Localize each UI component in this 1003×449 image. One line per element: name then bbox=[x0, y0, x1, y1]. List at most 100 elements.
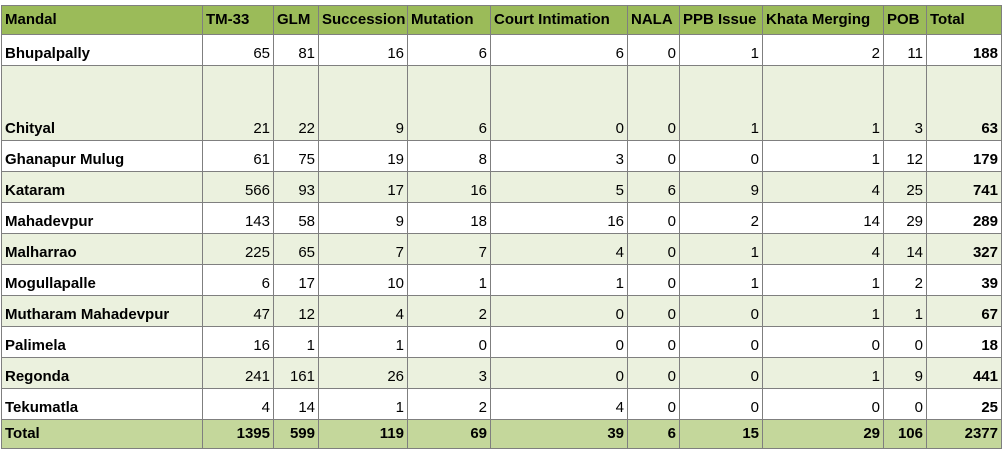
totals-cell: 69 bbox=[407, 419, 491, 449]
value-cell: 0 bbox=[627, 140, 680, 172]
totals-cell: 6 bbox=[627, 419, 680, 449]
table-row: Ghanapur Mulug 61 75 19 8 3 0 0 1 12 179 bbox=[1, 140, 1002, 172]
value-cell: 2 bbox=[762, 34, 884, 66]
value-cell: 65 bbox=[202, 34, 274, 66]
column-header: Court Intimation bbox=[490, 5, 628, 35]
value-cell: 6 bbox=[407, 34, 491, 66]
row-total-cell: 25 bbox=[926, 388, 1002, 420]
column-header: NALA bbox=[627, 5, 680, 35]
value-cell: 4 bbox=[490, 233, 628, 265]
value-cell: 0 bbox=[883, 326, 927, 358]
value-cell: 93 bbox=[273, 171, 319, 203]
value-cell: 1 bbox=[883, 295, 927, 327]
value-cell: 58 bbox=[273, 202, 319, 234]
value-cell: 0 bbox=[490, 326, 628, 358]
value-cell: 1 bbox=[407, 264, 491, 296]
row-total-cell: 67 bbox=[926, 295, 1002, 327]
value-cell: 0 bbox=[679, 388, 763, 420]
mandal-name-cell: Kataram bbox=[1, 171, 203, 203]
value-cell: 0 bbox=[627, 202, 680, 234]
value-cell: 7 bbox=[407, 233, 491, 265]
value-cell: 18 bbox=[407, 202, 491, 234]
value-cell: 12 bbox=[273, 295, 319, 327]
value-cell: 0 bbox=[407, 326, 491, 358]
value-cell: 1 bbox=[318, 388, 408, 420]
value-cell: 11 bbox=[883, 34, 927, 66]
value-cell: 241 bbox=[202, 357, 274, 389]
mandal-name-cell: Bhupalpally bbox=[1, 34, 203, 66]
row-total-cell: 188 bbox=[926, 34, 1002, 66]
row-total-cell: 441 bbox=[926, 357, 1002, 389]
value-cell: 29 bbox=[883, 202, 927, 234]
value-cell: 0 bbox=[679, 357, 763, 389]
value-cell: 0 bbox=[679, 140, 763, 172]
totals-label: Total bbox=[1, 419, 203, 449]
mandal-name-cell: Mahadevpur bbox=[1, 202, 203, 234]
value-cell: 9 bbox=[679, 171, 763, 203]
mandal-name-cell: Mogullapalle bbox=[1, 264, 203, 296]
value-cell: 1 bbox=[679, 233, 763, 265]
value-cell: 4 bbox=[762, 233, 884, 265]
value-cell: 14 bbox=[762, 202, 884, 234]
column-header: Mutation bbox=[407, 5, 491, 35]
totals-row: Total 1395 599 119 69 39 6 15 29 106 237… bbox=[1, 419, 1002, 449]
value-cell: 1 bbox=[318, 326, 408, 358]
column-header: PPB Issue bbox=[679, 5, 763, 35]
mandal-name-cell: Regonda bbox=[1, 357, 203, 389]
value-cell: 16 bbox=[407, 171, 491, 203]
value-cell: 1 bbox=[679, 34, 763, 66]
value-cell: 16 bbox=[490, 202, 628, 234]
table-row: Mogullapalle 6 17 10 1 1 0 1 1 2 39 bbox=[1, 264, 1002, 296]
value-cell: 4 bbox=[490, 388, 628, 420]
value-cell: 10 bbox=[318, 264, 408, 296]
table-row: Chityal 21 22 9 6 0 0 1 1 3 63 bbox=[1, 65, 1002, 141]
value-cell: 75 bbox=[273, 140, 319, 172]
value-cell: 2 bbox=[883, 264, 927, 296]
value-cell: 61 bbox=[202, 140, 274, 172]
column-header: Mandal bbox=[1, 5, 203, 35]
value-cell: 3 bbox=[407, 357, 491, 389]
totals-cell: 1395 bbox=[202, 419, 274, 449]
totals-cell: 106 bbox=[883, 419, 927, 449]
value-cell: 1 bbox=[762, 140, 884, 172]
value-cell: 81 bbox=[273, 34, 319, 66]
value-cell: 4 bbox=[762, 171, 884, 203]
value-cell: 8 bbox=[407, 140, 491, 172]
value-cell: 0 bbox=[627, 264, 680, 296]
column-header: POB bbox=[883, 5, 927, 35]
value-cell: 0 bbox=[627, 233, 680, 265]
row-total-cell: 179 bbox=[926, 140, 1002, 172]
value-cell: 1 bbox=[679, 264, 763, 296]
value-cell: 1 bbox=[762, 65, 884, 141]
value-cell: 19 bbox=[318, 140, 408, 172]
value-cell: 0 bbox=[679, 326, 763, 358]
value-cell: 566 bbox=[202, 171, 274, 203]
value-cell: 9 bbox=[318, 202, 408, 234]
column-header: GLM bbox=[273, 5, 319, 35]
value-cell: 2 bbox=[407, 388, 491, 420]
totals-cell: 119 bbox=[318, 419, 408, 449]
value-cell: 14 bbox=[883, 233, 927, 265]
value-cell: 0 bbox=[627, 326, 680, 358]
value-cell: 22 bbox=[273, 65, 319, 141]
row-total-cell: 327 bbox=[926, 233, 1002, 265]
table-row: Regonda 241 161 26 3 0 0 0 1 9 441 bbox=[1, 357, 1002, 389]
value-cell: 65 bbox=[273, 233, 319, 265]
value-cell: 5 bbox=[490, 171, 628, 203]
row-total-cell: 741 bbox=[926, 171, 1002, 203]
value-cell: 225 bbox=[202, 233, 274, 265]
value-cell: 3 bbox=[490, 140, 628, 172]
value-cell: 16 bbox=[318, 34, 408, 66]
value-cell: 0 bbox=[490, 65, 628, 141]
value-cell: 0 bbox=[627, 388, 680, 420]
value-cell: 0 bbox=[883, 388, 927, 420]
mandal-name-cell: Chityal bbox=[1, 65, 203, 141]
totals-cell: 15 bbox=[679, 419, 763, 449]
value-cell: 0 bbox=[679, 295, 763, 327]
value-cell: 0 bbox=[490, 357, 628, 389]
value-cell: 1 bbox=[273, 326, 319, 358]
column-header: Succession bbox=[318, 5, 408, 35]
row-total-cell: 63 bbox=[926, 65, 1002, 141]
value-cell: 14 bbox=[273, 388, 319, 420]
value-cell: 0 bbox=[762, 326, 884, 358]
